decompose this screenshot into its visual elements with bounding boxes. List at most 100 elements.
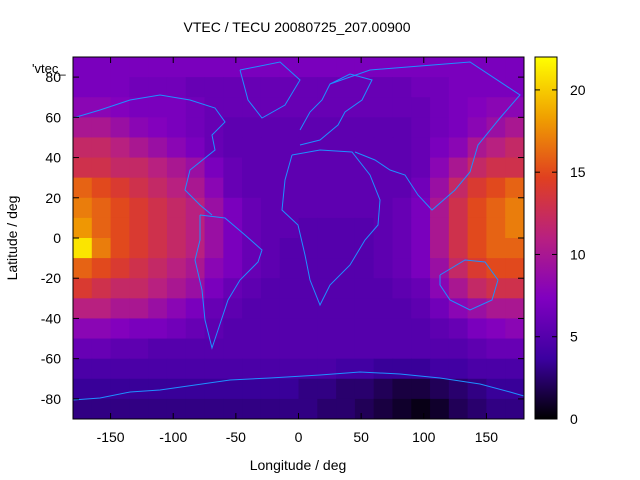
heatmap-cell bbox=[336, 398, 356, 419]
heatmap-cell bbox=[317, 238, 337, 259]
heatmap-cell bbox=[486, 77, 506, 98]
heatmap-cell bbox=[336, 217, 356, 239]
heatmap-cell bbox=[411, 258, 431, 279]
heatmap-cell bbox=[110, 238, 130, 259]
heatmap-cell bbox=[448, 57, 469, 78]
heatmap-cell bbox=[317, 57, 337, 78]
heatmap-cell bbox=[467, 338, 488, 360]
heatmap-cell bbox=[392, 97, 412, 118]
heatmap-cell bbox=[185, 157, 206, 179]
heatmap-cell bbox=[317, 358, 337, 380]
heatmap-cell bbox=[486, 298, 506, 320]
heatmap-cell bbox=[392, 298, 412, 320]
heatmap-cell bbox=[148, 258, 168, 279]
heatmap-cell bbox=[185, 177, 206, 199]
heatmap-cell bbox=[336, 137, 356, 159]
heatmap-cell bbox=[373, 177, 394, 199]
heatmap-cell bbox=[298, 97, 318, 118]
heatmap-cell bbox=[430, 177, 450, 199]
y-tick-label: -20 bbox=[41, 270, 61, 286]
heatmap-cell bbox=[73, 398, 93, 419]
heatmap-cell bbox=[185, 338, 206, 360]
heatmap-cell bbox=[317, 77, 337, 98]
heatmap-cell bbox=[260, 137, 281, 159]
coastline-europe bbox=[299, 73, 373, 146]
heatmap-cell bbox=[430, 238, 450, 259]
heatmap-cell bbox=[148, 77, 168, 98]
heatmap-cell bbox=[505, 57, 524, 78]
heatmap-cell bbox=[392, 77, 412, 98]
heatmap-cell bbox=[430, 258, 450, 279]
heatmap-cell bbox=[467, 117, 488, 139]
heatmap-cell bbox=[298, 398, 318, 419]
heatmap-cell bbox=[73, 338, 93, 360]
y-tick-label: 40 bbox=[45, 150, 61, 166]
heatmap-cell bbox=[166, 238, 187, 259]
heatmap-cell bbox=[373, 378, 394, 400]
heatmap-cell bbox=[430, 117, 450, 139]
heatmap-cell bbox=[486, 278, 506, 299]
heatmap-cell bbox=[448, 298, 469, 320]
heatmap-cell bbox=[73, 378, 93, 400]
heatmap-cell bbox=[486, 137, 506, 159]
coastline-greenland bbox=[239, 61, 301, 119]
heatmap-cell bbox=[336, 77, 356, 98]
heatmap-cell bbox=[430, 97, 450, 118]
heatmap-cell bbox=[91, 338, 112, 360]
x-axis-ticks: -150 -100 -50 0 50 100 150 bbox=[97, 57, 498, 445]
heatmap-cell bbox=[242, 217, 262, 239]
heatmap-cell bbox=[448, 77, 469, 98]
heatmap-cell bbox=[430, 298, 450, 320]
heatmap-cell bbox=[373, 57, 394, 78]
heatmap-cell bbox=[129, 97, 149, 118]
heatmap-cell bbox=[336, 318, 356, 340]
heatmap-cell bbox=[260, 217, 281, 239]
heatmap-cell bbox=[223, 157, 243, 179]
heatmap-cell bbox=[91, 197, 112, 219]
heatmap-cell bbox=[260, 238, 281, 259]
heatmap-cell bbox=[448, 278, 469, 299]
heatmap-cell bbox=[166, 137, 187, 159]
heatmap-cell bbox=[505, 378, 524, 400]
heatmap-cell bbox=[91, 298, 112, 320]
heatmap-cell bbox=[373, 238, 394, 259]
heatmap-cell bbox=[260, 318, 281, 340]
heatmap-cell bbox=[73, 137, 93, 159]
heatmap-cell bbox=[110, 217, 130, 239]
y-tick-label: 0 bbox=[53, 230, 61, 246]
heatmap-cell bbox=[148, 197, 168, 219]
heatmap-cell bbox=[129, 298, 149, 320]
heatmap-cell bbox=[467, 157, 488, 179]
heatmap-cell bbox=[129, 197, 149, 219]
heatmap-cell bbox=[505, 197, 524, 219]
heatmap-cell bbox=[298, 358, 318, 380]
heatmap-cell bbox=[91, 278, 112, 299]
heatmap-cell bbox=[242, 97, 262, 118]
heatmap-cell bbox=[336, 117, 356, 139]
heatmap-cell bbox=[448, 177, 469, 199]
heatmap-cell bbox=[467, 97, 488, 118]
heatmap-cell bbox=[505, 157, 524, 179]
heatmap-cell bbox=[298, 77, 318, 98]
heatmap-cell bbox=[242, 157, 262, 179]
heatmap-cell bbox=[242, 378, 262, 400]
heatmap-cell bbox=[129, 217, 149, 239]
heatmap-cell bbox=[448, 338, 469, 360]
heatmap-cell bbox=[317, 217, 337, 239]
heatmap-cell bbox=[298, 137, 318, 159]
heatmap-cell bbox=[148, 398, 168, 419]
heatmap-cell bbox=[298, 197, 318, 219]
heatmap-cell bbox=[110, 278, 130, 299]
heatmap-cell bbox=[185, 137, 206, 159]
heatmap-cell bbox=[223, 137, 243, 159]
heatmap-cell bbox=[110, 97, 130, 118]
heatmap-cell bbox=[298, 157, 318, 179]
heatmap-cell bbox=[110, 358, 130, 380]
heatmap-cell bbox=[448, 217, 469, 239]
heatmap-cell bbox=[354, 298, 375, 320]
heatmap-cell bbox=[448, 258, 469, 279]
heatmap-cell bbox=[505, 318, 524, 340]
heatmap-cell bbox=[91, 238, 112, 259]
heatmap-cell bbox=[166, 117, 187, 139]
heatmap-cell bbox=[279, 318, 300, 340]
